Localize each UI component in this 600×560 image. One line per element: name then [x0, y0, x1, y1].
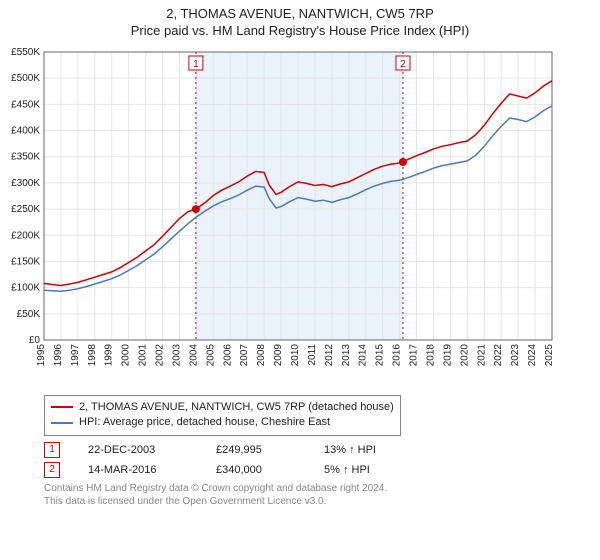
- legend-label-2: HPI: Average price, detached house, Ches…: [79, 415, 330, 430]
- sale-date-2: 14-MAR-2016: [88, 464, 188, 476]
- svg-text:£200K: £200K: [11, 230, 40, 241]
- svg-text:2002: 2002: [155, 343, 166, 366]
- sale-num-2: 2: [44, 462, 60, 478]
- svg-text:1: 1: [193, 59, 199, 70]
- svg-text:2013: 2013: [341, 343, 352, 366]
- svg-text:2021: 2021: [476, 343, 487, 366]
- title-line-2: Price paid vs. HM Land Registry's House …: [0, 23, 600, 40]
- svg-text:1995: 1995: [36, 343, 47, 366]
- svg-text:2006: 2006: [222, 343, 233, 366]
- svg-text:2010: 2010: [290, 343, 301, 366]
- svg-text:2003: 2003: [171, 343, 182, 366]
- sale-num-1: 1: [44, 442, 60, 458]
- svg-text:2022: 2022: [493, 343, 504, 366]
- sale-rows: 1 22-DEC-2003 £249,995 13% ↑ HPI 2 14-MA…: [44, 442, 580, 478]
- page: 2, THOMAS AVENUE, NANTWICH, CW5 7RP Pric…: [0, 0, 600, 508]
- chart-svg: £0£50K£100K£150K£200K£250K£300K£350K£400…: [0, 46, 560, 386]
- svg-text:2008: 2008: [256, 343, 267, 366]
- sale-row-2: 2 14-MAR-2016 £340,000 5% ↑ HPI: [44, 462, 580, 478]
- svg-text:2004: 2004: [188, 343, 199, 366]
- svg-text:£250K: £250K: [11, 204, 40, 215]
- legend-row-1: 2, THOMAS AVENUE, NANTWICH, CW5 7RP (det…: [51, 400, 394, 415]
- svg-text:2005: 2005: [205, 343, 216, 366]
- footer: Contains HM Land Registry data © Crown c…: [44, 482, 580, 508]
- svg-text:£450K: £450K: [11, 99, 40, 110]
- svg-text:2001: 2001: [138, 343, 149, 366]
- footer-line-1: Contains HM Land Registry data © Crown c…: [44, 482, 580, 495]
- svg-text:£350K: £350K: [11, 152, 40, 163]
- legend-swatch-1: [51, 406, 73, 408]
- svg-text:2011: 2011: [307, 343, 318, 365]
- svg-text:2025: 2025: [544, 343, 555, 366]
- sale-date-1: 22-DEC-2003: [88, 444, 188, 456]
- svg-text:£400K: £400K: [11, 125, 40, 136]
- legend-label-1: 2, THOMAS AVENUE, NANTWICH, CW5 7RP (det…: [79, 400, 394, 415]
- svg-text:£150K: £150K: [11, 256, 40, 267]
- svg-text:2009: 2009: [273, 343, 284, 366]
- svg-text:2023: 2023: [510, 343, 521, 366]
- svg-text:1999: 1999: [104, 343, 115, 366]
- title-line-1: 2, THOMAS AVENUE, NANTWICH, CW5 7RP: [0, 6, 600, 23]
- svg-text:£300K: £300K: [11, 178, 40, 189]
- svg-text:£100K: £100K: [11, 282, 40, 293]
- svg-text:1996: 1996: [53, 343, 64, 366]
- svg-text:2016: 2016: [392, 343, 403, 366]
- svg-text:2: 2: [400, 59, 406, 70]
- svg-text:2007: 2007: [239, 343, 250, 366]
- footer-line-2: This data is licensed under the Open Gov…: [44, 495, 580, 508]
- svg-text:2018: 2018: [425, 343, 436, 366]
- svg-text:1997: 1997: [70, 343, 81, 366]
- svg-text:2014: 2014: [358, 343, 369, 366]
- svg-text:£550K: £550K: [11, 47, 40, 58]
- legend-swatch-2: [51, 422, 73, 424]
- sale-price-1: £249,995: [216, 444, 296, 456]
- svg-text:2017: 2017: [409, 343, 420, 366]
- sale-row-1: 1 22-DEC-2003 £249,995 13% ↑ HPI: [44, 442, 580, 458]
- svg-text:2015: 2015: [375, 343, 386, 366]
- svg-text:2024: 2024: [527, 343, 538, 366]
- svg-text:2012: 2012: [324, 343, 335, 366]
- sale-price-2: £340,000: [216, 464, 296, 476]
- svg-text:2000: 2000: [121, 343, 132, 366]
- sale-hpi-1: 13% ↑ HPI: [324, 444, 424, 456]
- legend-row-2: HPI: Average price, detached house, Ches…: [51, 415, 394, 430]
- svg-text:1998: 1998: [87, 343, 98, 366]
- sale-hpi-2: 5% ↑ HPI: [324, 464, 424, 476]
- title-block: 2, THOMAS AVENUE, NANTWICH, CW5 7RP Pric…: [0, 0, 600, 40]
- svg-text:£500K: £500K: [11, 73, 40, 84]
- svg-text:£50K: £50K: [17, 309, 41, 320]
- legend: 2, THOMAS AVENUE, NANTWICH, CW5 7RP (det…: [44, 395, 401, 436]
- svg-text:2019: 2019: [442, 343, 453, 366]
- chart: £0£50K£100K£150K£200K£250K£300K£350K£400…: [0, 46, 600, 391]
- svg-text:2020: 2020: [459, 343, 470, 366]
